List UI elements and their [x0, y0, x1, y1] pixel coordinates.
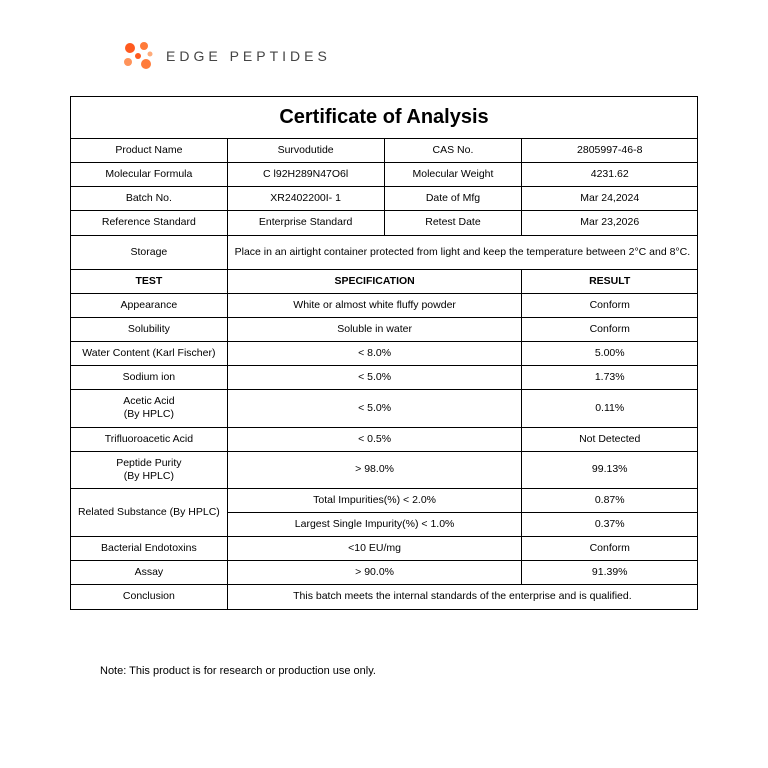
- value-formula: C l92H289N47O6l: [227, 163, 384, 187]
- test-name: Appearance: [71, 293, 228, 317]
- logo-row: EDGE PEPTIDES: [120, 38, 698, 74]
- value-ref: Enterprise Standard: [227, 211, 384, 235]
- label-related: Related Substance (By HPLC): [71, 488, 228, 536]
- header-result: RESULT: [522, 269, 698, 293]
- value-batch: XR2402200I- 1: [227, 187, 384, 211]
- test-result: Conform: [522, 317, 698, 341]
- test-spec: > 98.0%: [227, 451, 522, 488]
- coa-table: Certificate of Analysis Product Name Sur…: [70, 96, 698, 610]
- header-test: TEST: [71, 269, 228, 293]
- test-name: Sodium ion: [71, 366, 228, 390]
- value-retest: Mar 23,2026: [522, 211, 698, 235]
- test-result: Conform: [522, 537, 698, 561]
- test-result: 0.11%: [522, 390, 698, 427]
- label-batch: Batch No.: [71, 187, 228, 211]
- test-name: Bacterial Endotoxins: [71, 537, 228, 561]
- test-name: Acetic Acid(By HPLC): [71, 390, 228, 427]
- label-ref: Reference Standard: [71, 211, 228, 235]
- related-result1: 0.87%: [522, 488, 698, 512]
- test-result: 99.13%: [522, 451, 698, 488]
- related-spec2: Largest Single Impurity(%) < 1.0%: [227, 513, 522, 537]
- test-spec: > 90.0%: [227, 561, 522, 585]
- value-cas: 2805997-46-8: [522, 139, 698, 163]
- label-conclusion: Conclusion: [71, 585, 228, 609]
- label-storage: Storage: [71, 235, 228, 269]
- test-name: Trifluoroacetic Acid: [71, 427, 228, 451]
- test-result: 5.00%: [522, 342, 698, 366]
- test-name: Peptide Purity(By HPLC): [71, 451, 228, 488]
- header-spec: SPECIFICATION: [227, 269, 522, 293]
- test-spec: < 8.0%: [227, 342, 522, 366]
- test-spec: White or almost white fluffy powder: [227, 293, 522, 317]
- footer-note: Note: This product is for research or pr…: [100, 665, 698, 677]
- related-result2: 0.37%: [522, 513, 698, 537]
- test-spec: <10 EU/mg: [227, 537, 522, 561]
- test-spec: < 5.0%: [227, 390, 522, 427]
- value-storage: Place in an airtight container protected…: [227, 235, 697, 269]
- value-product-name: Survodutide: [227, 139, 384, 163]
- test-name: Assay: [71, 561, 228, 585]
- value-mfg: Mar 24,2024: [522, 187, 698, 211]
- label-retest: Retest Date: [384, 211, 522, 235]
- test-name: Solubility: [71, 317, 228, 341]
- label-mw: Molecular Weight: [384, 163, 522, 187]
- test-spec: Soluble in water: [227, 317, 522, 341]
- label-mfg: Date of Mfg: [384, 187, 522, 211]
- test-result: 91.39%: [522, 561, 698, 585]
- doc-title: Certificate of Analysis: [71, 97, 698, 139]
- test-spec: < 0.5%: [227, 427, 522, 451]
- test-name: Water Content (Karl Fischer): [71, 342, 228, 366]
- test-result: 1.73%: [522, 366, 698, 390]
- value-mw: 4231.62: [522, 163, 698, 187]
- test-result: Not Detected: [522, 427, 698, 451]
- related-spec1: Total Impurities(%) < 2.0%: [227, 488, 522, 512]
- label-formula: Molecular Formula: [71, 163, 228, 187]
- brand-text: EDGE PEPTIDES: [166, 48, 331, 64]
- test-result: Conform: [522, 293, 698, 317]
- brand-logo-icon: [120, 38, 156, 74]
- test-spec: < 5.0%: [227, 366, 522, 390]
- label-product-name: Product Name: [71, 139, 228, 163]
- label-cas: CAS No.: [384, 139, 522, 163]
- value-conclusion: This batch meets the internal standards …: [227, 585, 697, 609]
